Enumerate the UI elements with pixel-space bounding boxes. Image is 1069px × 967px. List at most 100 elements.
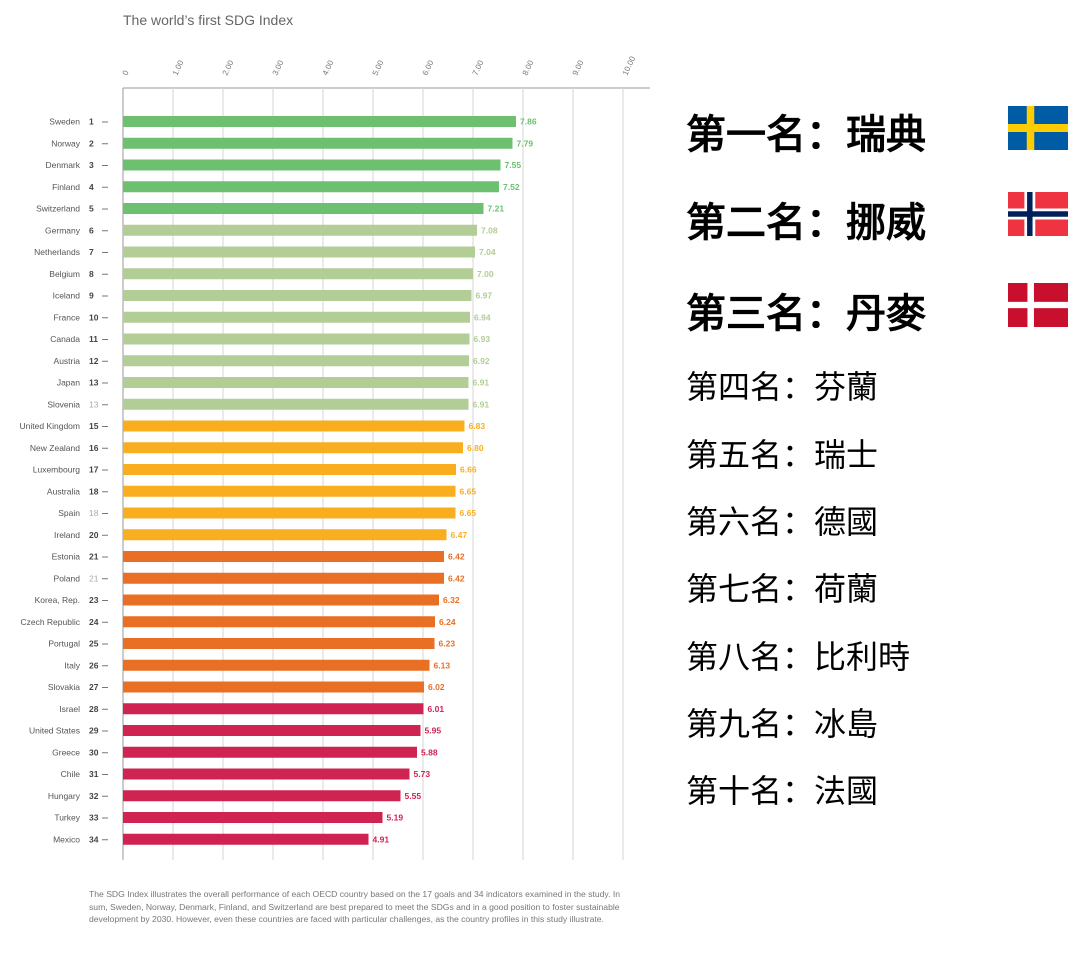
country-label: Hungary (48, 791, 81, 801)
bar (123, 442, 463, 454)
rank-label: 8 (89, 269, 94, 279)
country-label: Turkey (54, 813, 80, 823)
bar (123, 268, 473, 280)
bar (123, 725, 421, 736)
x-tick-label: 3.00 (271, 58, 286, 76)
country-label: Finland (52, 182, 80, 192)
country-label: Austria (54, 356, 81, 366)
bar (123, 551, 444, 562)
bar-value-label: 6.92 (473, 356, 490, 366)
country-label: Australia (47, 486, 80, 496)
country-label: United States (29, 726, 80, 736)
country-label: Ireland (54, 530, 80, 540)
country-label: Spain (58, 508, 80, 518)
bar-value-label: 6.32 (443, 595, 460, 605)
bar-value-label: 5.95 (425, 726, 442, 736)
rank-label: 32 (89, 791, 99, 801)
bar (123, 594, 439, 606)
bar-value-label: 6.47 (451, 530, 468, 540)
country-label: Norway (51, 138, 81, 148)
country-label: Sweden (49, 117, 80, 127)
country-label: Iceland (53, 291, 81, 301)
bar-value-label: 5.55 (405, 791, 422, 801)
rank-label: 11 (89, 334, 98, 344)
bar-value-label: 6.01 (428, 704, 445, 714)
bar (123, 485, 456, 497)
rank-label: 2 (89, 138, 94, 148)
rank-label: 26 (89, 660, 99, 670)
ranking-10: 第十名：法國 (686, 772, 879, 810)
bar-value-label: 6.93 (474, 334, 491, 344)
chart-title: The world’s first SDG Index (123, 12, 294, 28)
bar (123, 790, 401, 802)
rank-label: 18 (89, 486, 99, 496)
country-label: France (54, 312, 81, 322)
rank-label: 4 (89, 182, 94, 192)
bar (123, 659, 430, 671)
country-label: Belgium (49, 269, 80, 279)
country-label: Greece (52, 747, 80, 757)
bar-value-label: 7.04 (479, 247, 496, 257)
bar (123, 507, 456, 519)
ranking-4: 第四名：芬蘭 (686, 368, 879, 406)
country-label: Canada (50, 334, 80, 344)
bar-value-label: 6.13 (434, 660, 451, 670)
rank-label: 30 (89, 747, 99, 757)
country-label: Poland (54, 573, 81, 583)
bar (123, 311, 470, 323)
bar-value-label: 4.91 (373, 834, 390, 844)
bar (123, 703, 424, 715)
bar (123, 638, 435, 649)
country-label: Korea, Rep. (35, 595, 80, 605)
rank-label: 7 (89, 247, 94, 257)
country-label: Italy (64, 660, 80, 670)
bar (123, 290, 472, 301)
x-tick-label: 2.00 (221, 58, 236, 76)
rank-label: 9 (89, 291, 94, 301)
bar (123, 833, 369, 845)
rank-label: 31 (89, 769, 99, 779)
bar-value-label: 6.80 (467, 443, 484, 453)
bar-value-label: 5.73 (414, 769, 431, 779)
ranking-3: 第三名：丹麥 (686, 291, 926, 337)
ranking-2: 第二名：挪威 (686, 200, 926, 246)
sdg-bar-chart: 0 1.00 2.00 3.00 4.00 5.00 6.00 7.00 8.00 9.00 10.… (20, 54, 650, 860)
bar (123, 768, 410, 780)
country-label: Switzerland (36, 204, 80, 214)
rank-label: 15 (89, 421, 99, 431)
bar (123, 616, 435, 628)
denmark-flag-icon (1008, 283, 1068, 327)
country-label: Mexico (53, 834, 80, 844)
ranking-5: 第五名：瑞士 (686, 436, 879, 474)
bar-value-label: 7.00 (477, 269, 494, 279)
rank-label: 29 (89, 726, 99, 736)
bar (123, 398, 469, 410)
bar-value-label: 6.02 (428, 682, 445, 692)
rank-label: 34 (89, 834, 99, 844)
rank-label: 25 (89, 639, 99, 649)
rank-label: 27 (89, 682, 99, 692)
country-label: Chile (61, 769, 81, 779)
bar-value-label: 5.19 (387, 813, 404, 823)
x-tick-label: 9.00 (571, 58, 586, 76)
rank-label: 33 (89, 813, 99, 823)
bar (123, 137, 513, 149)
bar (123, 464, 456, 475)
rank-label: 3 (89, 160, 94, 170)
bar-value-label: 6.23 (439, 639, 456, 649)
ranking-7: 第七名：荷蘭 (686, 570, 879, 608)
ranking-6: 第六名：德國 (686, 503, 879, 541)
country-label: United Kingdom (20, 421, 80, 431)
bar-value-label: 7.08 (481, 225, 498, 235)
bar (123, 420, 465, 432)
bar-value-label: 6.91 (473, 378, 490, 388)
bar-value-label: 6.97 (476, 291, 493, 301)
bar (123, 377, 469, 388)
rank-label: 23 (89, 595, 99, 605)
bar-value-label: 6.65 (460, 508, 477, 518)
country-label: Luxembourg (33, 465, 81, 475)
country-label: Germany (45, 225, 81, 235)
bar (123, 812, 383, 823)
rank-label: 20 (89, 530, 99, 540)
bar-value-label: 7.79 (517, 138, 534, 148)
